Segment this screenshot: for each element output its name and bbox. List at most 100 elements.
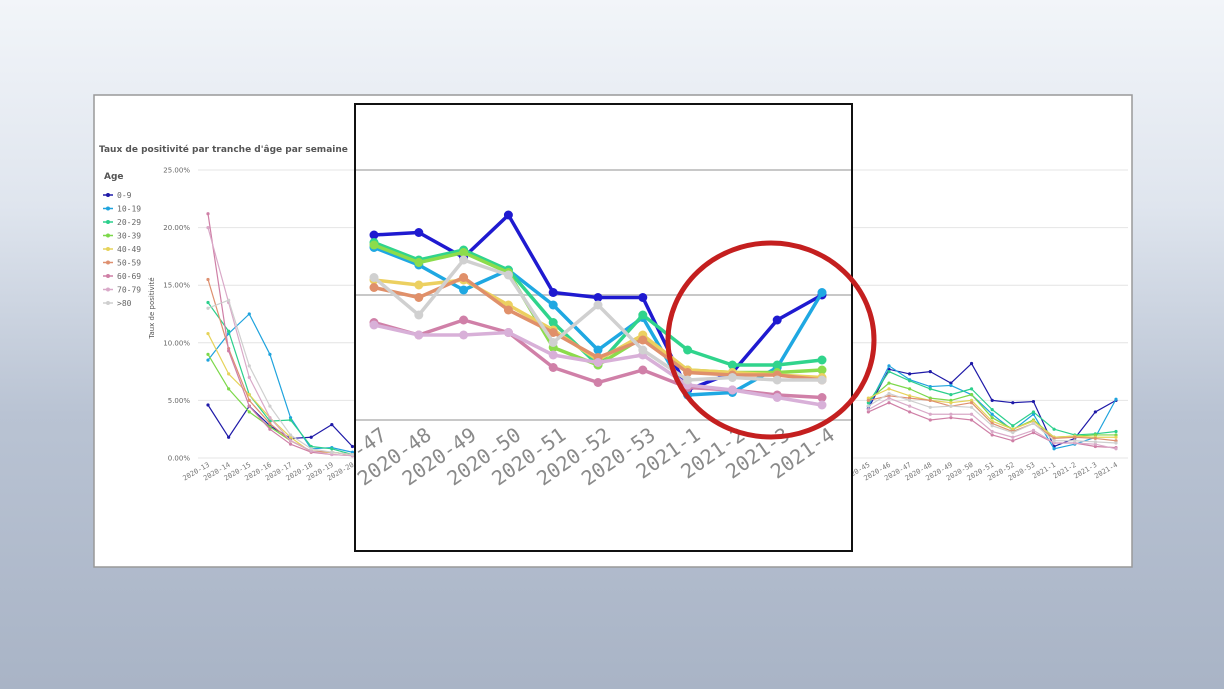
- data-point: [638, 345, 648, 355]
- data-point: [593, 378, 603, 387]
- data-point: [1011, 424, 1015, 428]
- data-point: [866, 410, 870, 414]
- data-point: [990, 433, 994, 437]
- data-point: [1093, 440, 1097, 444]
- data-point: [887, 381, 891, 385]
- legend-swatch: [106, 220, 110, 224]
- data-point: [1114, 397, 1118, 401]
- data-point: [683, 368, 693, 377]
- data-point: [817, 288, 827, 297]
- data-point: [908, 387, 912, 391]
- data-point: [727, 373, 737, 382]
- legend-label: 40-49: [117, 245, 141, 254]
- data-point: [288, 439, 293, 443]
- legend-swatch: [106, 233, 110, 238]
- y-tick-label: 25.00%: [163, 167, 190, 175]
- data-point: [288, 433, 293, 437]
- y-tick-label: 10.00%: [163, 339, 190, 347]
- data-point: [969, 418, 974, 422]
- data-point: [1093, 442, 1097, 446]
- data-point: [817, 355, 827, 365]
- data-point: [908, 372, 912, 376]
- data-point: [1011, 427, 1015, 431]
- data-point: [330, 450, 334, 454]
- legend-swatch: [106, 274, 110, 278]
- legend-title: Age: [104, 172, 124, 182]
- data-point: [247, 364, 251, 368]
- data-point: [990, 408, 994, 412]
- data-point: [887, 396, 891, 400]
- data-point: [887, 401, 891, 405]
- data-point: [817, 365, 827, 375]
- data-point: [548, 288, 558, 297]
- data-point: [683, 375, 693, 385]
- data-point: [268, 404, 272, 408]
- data-point: [928, 418, 932, 422]
- data-point: [990, 416, 994, 420]
- data-point: [949, 404, 953, 408]
- data-point: [247, 375, 251, 379]
- data-point: [206, 277, 210, 282]
- data-point: [309, 447, 313, 451]
- data-point: [908, 398, 912, 402]
- data-point: [1073, 441, 1077, 445]
- data-point: [1031, 410, 1036, 414]
- data-point: [459, 285, 469, 295]
- data-point: [247, 393, 251, 397]
- data-point: [206, 212, 210, 216]
- data-point: [949, 398, 953, 402]
- data-point: [949, 412, 953, 416]
- data-point: [1052, 447, 1056, 451]
- data-point: [887, 370, 891, 374]
- data-point: [593, 300, 603, 310]
- data-point: [309, 444, 313, 449]
- data-point: [727, 360, 737, 370]
- data-point: [268, 427, 272, 431]
- data-point: [247, 404, 251, 408]
- data-point: [969, 412, 974, 416]
- y-tick-label: 20.00%: [163, 224, 190, 232]
- data-point: [1073, 435, 1077, 439]
- data-point: [1031, 421, 1036, 426]
- data-point: [772, 393, 782, 402]
- data-point: [309, 449, 313, 453]
- data-point: [772, 315, 782, 325]
- legend-label: 70-79: [117, 286, 141, 295]
- data-point: [908, 396, 912, 400]
- data-point: [206, 331, 210, 336]
- data-point: [369, 283, 379, 292]
- legend-label: 30-39: [117, 232, 141, 241]
- data-point: [548, 300, 558, 310]
- data-point: [949, 381, 953, 385]
- data-point: [772, 375, 782, 385]
- data-point: [369, 273, 379, 282]
- data-point: [1093, 410, 1097, 414]
- data-point: [1031, 412, 1036, 416]
- data-point: [638, 335, 648, 345]
- data-point: [227, 349, 231, 353]
- data-point: [503, 328, 513, 337]
- legend-label: 50-59: [117, 259, 141, 268]
- data-point: [817, 393, 827, 402]
- data-point: [247, 398, 251, 402]
- data-point: [1031, 419, 1036, 423]
- y-tick-label: 5.00%: [168, 397, 191, 405]
- legend-swatch: [106, 301, 110, 305]
- data-point: [350, 444, 355, 449]
- data-point: [206, 352, 210, 356]
- legend-label: 10-19: [117, 205, 141, 214]
- data-point: [969, 361, 974, 366]
- data-point: [350, 452, 355, 457]
- data-point: [206, 306, 210, 310]
- data-point: [1011, 439, 1015, 443]
- data-point: [227, 387, 231, 391]
- data-point: [1114, 441, 1118, 445]
- y-tick-label: 0.00%: [168, 455, 191, 463]
- data-point: [1114, 447, 1118, 451]
- data-point: [908, 404, 912, 408]
- data-point: [268, 352, 272, 356]
- data-point: [949, 401, 953, 405]
- data-point: [1031, 431, 1036, 435]
- data-point: [638, 310, 648, 320]
